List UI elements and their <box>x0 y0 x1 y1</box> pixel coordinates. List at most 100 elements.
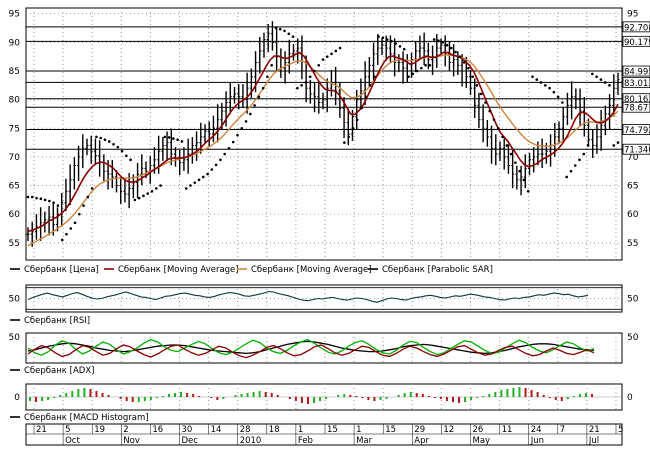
sar-dot <box>411 72 415 76</box>
x-day-label: 26 <box>473 425 484 435</box>
x-day-label: 18 <box>269 425 280 435</box>
sar-dot <box>35 196 38 200</box>
sar-dot <box>603 81 607 84</box>
level-label: 80.163 <box>624 95 650 105</box>
sar-dot <box>60 238 64 242</box>
sar-dot <box>548 86 551 90</box>
sar-dot <box>163 135 167 139</box>
x-day-label: 12 <box>443 425 454 435</box>
level-label: 83.013 <box>624 79 650 89</box>
sar-dot <box>78 212 81 216</box>
sar-dot <box>347 135 350 139</box>
sar-dot <box>586 144 590 147</box>
x-day-label: 2 <box>123 425 128 435</box>
sar-dot <box>56 204 60 207</box>
sar-dot <box>582 152 586 156</box>
sar-dot <box>52 201 55 205</box>
sar-dot <box>343 141 346 144</box>
y-tick-label-right: 95 <box>627 10 638 20</box>
sar-dot <box>616 141 620 144</box>
x-day-label: 5 <box>618 425 623 435</box>
rsi-y-tick-right: 50 <box>627 295 639 305</box>
sar-dot <box>514 161 517 164</box>
sar-dot <box>313 69 316 73</box>
x-day-label: 21 <box>36 425 47 435</box>
x-day-label: 14 <box>211 425 222 435</box>
legend-label: Сбербанк [Moving Average] <box>251 265 372 275</box>
sar-dot <box>458 55 462 58</box>
sar-dot <box>501 135 504 139</box>
sar-dot <box>385 38 389 41</box>
sar-dot <box>330 52 333 56</box>
x-day-label: 16 <box>152 425 163 435</box>
rsi-y-tick-left: 50 <box>9 295 21 305</box>
sar-dot <box>176 138 179 142</box>
x-day-label: 15 <box>327 425 338 435</box>
sar-dot <box>125 154 128 158</box>
sar-dot <box>201 175 205 179</box>
sar-dot <box>304 81 308 84</box>
adx-line-2 <box>27 344 595 359</box>
sar-dot <box>573 164 577 167</box>
macd-y-tick-left: 0 <box>14 393 20 403</box>
sar-dot <box>278 27 282 31</box>
sar-dot <box>321 58 325 61</box>
y-tick-label-left: 85 <box>9 67 20 77</box>
level-label-box <box>622 76 650 88</box>
sar-dot <box>159 184 162 187</box>
x-day-label: 24 <box>531 425 542 435</box>
sar-dot <box>432 38 436 41</box>
sar-dot <box>86 195 90 199</box>
sar-dot <box>360 106 363 110</box>
y-tick-label-right: 55 <box>627 239 638 249</box>
x-month-label: Nov <box>123 436 140 446</box>
sar-dot <box>407 75 410 79</box>
sar-dot <box>287 32 291 36</box>
sar-dot <box>505 144 509 147</box>
sar-dot <box>172 137 175 140</box>
x-day-label: 29 <box>414 425 425 435</box>
x-month-label: Oct <box>65 436 80 446</box>
rsi-line <box>27 290 589 303</box>
y-tick-label-right: 65 <box>627 182 638 192</box>
sar-dot <box>479 92 483 96</box>
sar-dot <box>283 29 286 33</box>
x-month-label: Mar <box>356 436 373 446</box>
rsi-vertical-gridlines <box>33 285 617 312</box>
y-tick-label-right: 70 <box>627 153 639 163</box>
sar-dot <box>146 192 150 195</box>
sar-dot <box>266 75 269 79</box>
sar-dot <box>484 101 487 104</box>
sar-dot <box>317 63 321 67</box>
sar-dot <box>390 39 393 43</box>
sar-dot <box>325 55 329 58</box>
sar-dot <box>82 204 85 207</box>
sar-dot <box>535 78 539 81</box>
sar-dot <box>291 35 295 38</box>
sar-dot <box>133 198 137 202</box>
sar-dot <box>150 189 154 193</box>
adx-line-1 <box>27 338 595 356</box>
sar-dot <box>206 172 209 176</box>
legend-label: Сбербанк [Moving Average] <box>118 265 239 275</box>
level-label: 84.995 <box>624 68 650 78</box>
x-month-label: May <box>473 436 491 446</box>
sar-dot <box>65 232 68 236</box>
x-day-label: 1 <box>356 425 361 435</box>
sar-dot <box>526 189 530 193</box>
sar-dot <box>612 144 616 147</box>
x-day-label: 28 <box>240 425 251 435</box>
sar-dot <box>261 86 265 90</box>
x-axis-frame <box>25 423 623 446</box>
sar-dot <box>214 163 218 167</box>
sar-dot <box>300 84 303 87</box>
sar-dot <box>445 43 449 47</box>
y-tick-label-left: 70 <box>9 153 21 163</box>
x-month-label: Feb <box>298 436 313 446</box>
sar-dot <box>377 35 380 38</box>
legend-label: Сбербанк [Parabolic SAR] <box>382 265 493 275</box>
sar-dot <box>467 66 470 70</box>
